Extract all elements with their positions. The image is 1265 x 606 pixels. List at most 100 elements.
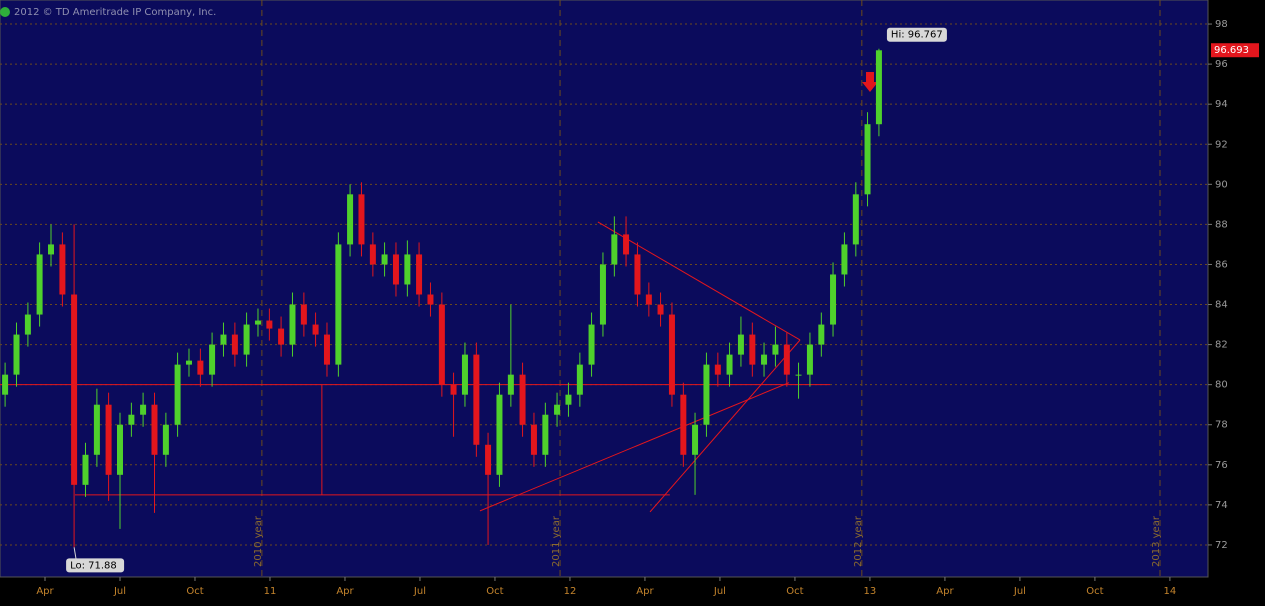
candle-body (588, 324, 595, 365)
x-tick-label: Apr (936, 586, 954, 597)
candle-body (59, 244, 66, 295)
candle-body (358, 194, 365, 245)
x-tick-label: Oct (786, 586, 803, 597)
candle-body (71, 294, 78, 485)
candle-body (519, 374, 526, 425)
hi-label-box (886, 27, 947, 42)
lo-label-box (66, 558, 125, 573)
candle-body (47, 244, 54, 255)
y-tick-label: 86 (1215, 259, 1228, 270)
x-tick-label: 14 (1164, 586, 1177, 597)
candle-body (703, 364, 710, 425)
x-tick-label: Apr (336, 586, 354, 597)
candle-body (485, 444, 492, 475)
last-price-box (1211, 43, 1259, 58)
x-tick-label: Jul (713, 586, 726, 597)
logo-icon (0, 7, 10, 17)
candle-body (554, 404, 561, 415)
candle-body (209, 344, 216, 375)
candle-body (185, 360, 192, 365)
candle-body (278, 328, 285, 345)
lo-label: Lo: 71.88 (70, 560, 117, 571)
candle-body (645, 294, 652, 305)
y-tick-label: 84 (1215, 300, 1228, 311)
candle-body (128, 414, 135, 425)
candle-body (726, 354, 733, 375)
candle-body (82, 454, 89, 485)
candle-body (392, 254, 399, 285)
candle-body (404, 254, 411, 285)
candle-body (369, 244, 376, 265)
x-tick-label: Jul (1013, 586, 1026, 597)
x-tick-label: Oct (186, 586, 203, 597)
candle-body (254, 320, 261, 325)
candle-body (830, 274, 837, 325)
year-label: 2012 year (853, 515, 864, 567)
y-tick-label: 76 (1215, 460, 1228, 471)
trend-line (479, 382, 790, 512)
candle-body (2, 374, 9, 395)
candle-body (323, 334, 330, 365)
candle-body (795, 374, 802, 376)
candle-body (335, 244, 342, 365)
hi-label: Hi: 96.767 (891, 30, 943, 41)
candle-body (864, 124, 871, 195)
y-tick-label: 72 (1215, 540, 1228, 551)
x-tick-label: 13 (864, 586, 877, 597)
candle-body (875, 50, 882, 125)
candle-body (312, 324, 319, 335)
candle-body (852, 194, 859, 245)
candle-body (347, 194, 354, 245)
x-tick-label: Oct (1086, 586, 1103, 597)
candle-body (565, 394, 572, 405)
x-tick-label: Apr (36, 586, 54, 597)
candle-body (13, 334, 20, 375)
candle-body (496, 394, 503, 475)
candle-body (542, 414, 549, 455)
candle-body (438, 304, 445, 385)
candle-body (116, 424, 123, 475)
x-tick-label: Jul (113, 586, 126, 597)
candle-body (818, 324, 825, 345)
copyright: 2012 © TD Ameritrade IP Company, Inc. (14, 7, 216, 18)
candle-body (507, 374, 514, 395)
candle-body (749, 334, 756, 365)
y-tick-label: 98 (1215, 19, 1228, 30)
candle-body (692, 424, 699, 455)
x-tick-label: Apr (636, 586, 654, 597)
year-label: 2010 year (253, 515, 264, 567)
candle-body (783, 344, 790, 375)
candle-body (680, 394, 687, 455)
last-price-label: 96.693 (1214, 45, 1249, 56)
candle-body (772, 344, 779, 355)
candle-body (220, 334, 227, 345)
y-tick-label: 94 (1215, 99, 1228, 110)
candle-body (151, 404, 158, 455)
candle-body (450, 384, 457, 395)
candle-body (243, 324, 250, 355)
trend-line (597, 221, 801, 341)
candle-body (623, 234, 630, 255)
candle-body (806, 344, 813, 375)
candle-body (162, 424, 169, 455)
y-tick-label: 74 (1215, 500, 1228, 511)
candle-body (36, 254, 43, 315)
candle-body (473, 354, 480, 445)
candle-body (714, 364, 721, 375)
candle-body (24, 314, 31, 335)
year-label: 2013 year (1151, 515, 1162, 567)
candle-body (140, 404, 147, 415)
candle-body (761, 354, 768, 365)
candle-body (576, 364, 583, 395)
candle-body (668, 314, 675, 395)
candle-body (266, 320, 273, 329)
x-tick-label: 12 (564, 586, 577, 597)
y-tick-label: 90 (1215, 179, 1228, 190)
candle-body (93, 404, 100, 455)
y-tick-label: 96 (1215, 59, 1228, 70)
candle-body (289, 304, 296, 345)
lo-pointer (73, 547, 77, 560)
candle-body (416, 254, 423, 295)
candle-body (174, 364, 181, 425)
